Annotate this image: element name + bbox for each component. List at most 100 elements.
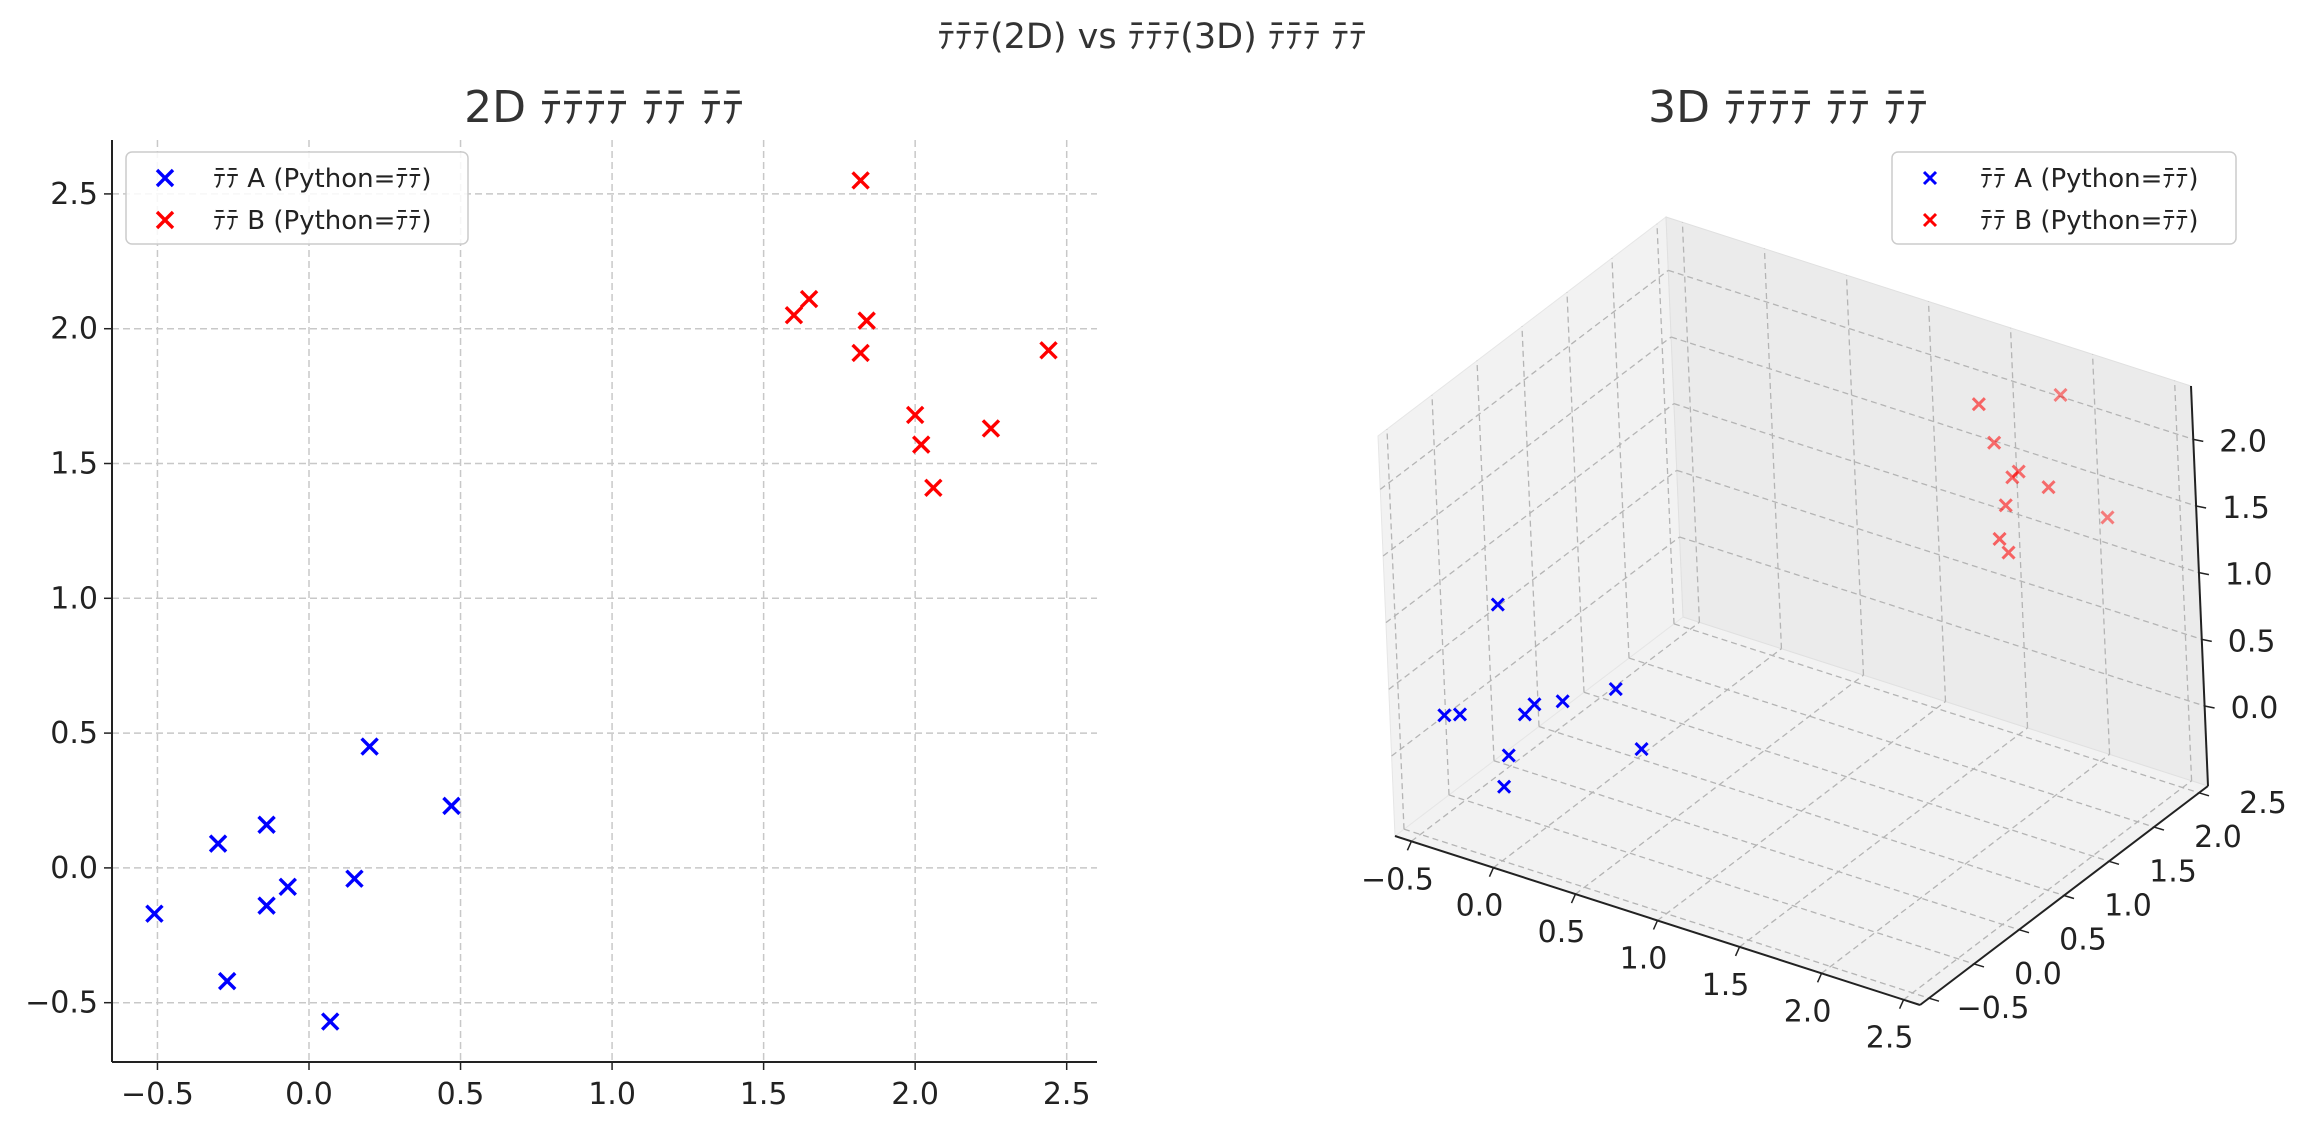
scatter-2d-point-s0-2-stroke-b: [217, 971, 237, 991]
x-tick-label-4: 1.5: [1702, 968, 1750, 1003]
scatter-2d-point-s1-6-stroke-b: [912, 435, 931, 454]
scatter-3d-point-s1-2: [2053, 387, 2068, 402]
scatter-3d-point-s1-9-stroke-b: [2100, 510, 2115, 525]
y-tick-mark-1: [1973, 963, 1985, 968]
x-tick-label-4: 1.5: [740, 1077, 788, 1112]
scatter-2d-point-s0-5-stroke-b: [278, 877, 297, 896]
scatter-2d-points: [145, 171, 1058, 1031]
x-tick-label-0: −0.5: [1361, 862, 1434, 897]
scatter-2d-point-s1-9: [1039, 341, 1058, 360]
z-tick-mark-2: [2198, 571, 2210, 576]
z-tick-mark-3: [2195, 505, 2207, 509]
back-grid-x-4: [2009, 327, 2029, 728]
back-grid-x-6: [2173, 380, 2193, 781]
y-tick-mark-4: [2108, 860, 2120, 865]
x-tick-label-1: 0.0: [1456, 889, 1504, 924]
scatter-2d-point-s1-1: [799, 289, 819, 309]
scatter-3d-point-s0-0-stroke-b: [1437, 708, 1452, 723]
legend-marker-a: [155, 168, 175, 188]
y-tick-mark-0: [1928, 997, 1940, 1002]
scatter-3d-point-s0-1: [1490, 597, 1505, 612]
scatter-3d-point-s0-2: [1452, 707, 1468, 722]
floor-grid-y-3: [1538, 725, 2065, 897]
back-grid-z-0: [1679, 536, 2205, 707]
scatter-3d-point-s1-5: [2005, 470, 2020, 485]
y-tick-label-6: 2.5: [2239, 786, 2287, 821]
left-grid-z-3: [1382, 336, 1672, 557]
scatter-3d-grid: [1379, 222, 2205, 1001]
z-tick-label-3: 1.5: [2222, 491, 2270, 526]
scatter-3d-point-s1-7: [1992, 531, 2007, 546]
back-grid-x-1: [1763, 248, 1783, 649]
scatter-3d-axes: −0.50.00.51.01.52.02.5−0.50.00.51.01.52.…: [1361, 385, 2287, 1056]
scatter-2d-ticks: −0.5 0.0 0.5 1.0 1.5 2.0 2.5 −0.5 0.0 0.5 1.0 1.5 2.…: [25, 140, 1097, 1112]
x-tick-label-6: 2.5: [1043, 1077, 1091, 1112]
legend-marker-a-stroke-b: [1922, 170, 1938, 186]
legend-marker-group-a: [1922, 170, 1938, 186]
legend-marker-a: [1922, 170, 1938, 186]
scatter-2d-point-s1-7: [924, 478, 943, 497]
y-tick-label-0: −0.5: [1957, 991, 2030, 1026]
scatter-3d-point-s0-4-stroke-b: [1501, 748, 1516, 763]
x-tick-mark-5: [1816, 973, 1823, 983]
left-grid-y-5: [1611, 258, 1630, 659]
scatter-3d-point-s0-4: [1501, 748, 1516, 763]
floor-grid-x-5: [1821, 753, 2110, 974]
y-tick-label-3: 1.0: [50, 581, 98, 616]
scatter-2d-point-s1-3: [851, 343, 870, 363]
figure-suptitle: ﾃﾃﾃ(2D) vs ﾃﾃﾃ(3D) ﾃﾃﾃ ﾃﾃ: [937, 17, 1366, 57]
scatter-3d-points: [1437, 387, 2115, 794]
scatter-3d-point-s1-2-stroke-a: [2053, 387, 2068, 402]
y-tick-label-5: 2.0: [50, 312, 98, 347]
scatter-3d-point-s1-6: [2001, 545, 2016, 560]
floor-grid-y-4: [1583, 691, 2110, 862]
legend-label-group-a: ﾃﾃ A (Python=ﾃﾃ): [1980, 164, 2199, 194]
scatter-2d-point-s0-0: [145, 904, 164, 923]
scatter-2d-point-s0-8: [360, 737, 379, 756]
scatter-2d-point-s1-4: [857, 311, 876, 330]
scatter-2d-legend: ﾃﾃ A (Python=ﾃﾃ) ﾃﾃ B (Python=ﾃﾃ): [125, 151, 469, 245]
scatter-2d-point-s1-3-stroke-b: [851, 343, 870, 363]
z-tick-label-4: 2.0: [2219, 424, 2267, 459]
x-tick-label-2: 0.5: [1538, 915, 1586, 950]
legend-label-group-b: ﾃﾃ B (Python=ﾃﾃ): [213, 206, 432, 236]
legend-label-group-b: ﾃﾃ B (Python=ﾃﾃ): [1980, 206, 2199, 236]
back-grid-z-4: [1668, 269, 2194, 440]
scatter-2d-point-s1-2-stroke-b: [851, 171, 870, 190]
scatter-3d-point-s0-7-stroke-b: [1555, 694, 1570, 709]
y-tick-label-0: −0.5: [25, 986, 98, 1021]
scatter-2d-point-s0-7: [345, 869, 364, 888]
scatter-2d-point-s0-9-stroke-b: [442, 796, 461, 816]
scatter-2d-point-s0-6-stroke-b: [321, 1012, 340, 1031]
floor-grid-y-6: [1673, 623, 2200, 794]
back-grid-x-5: [2091, 354, 2111, 755]
scatter-2d-point-s0-3-stroke-b: [257, 815, 276, 834]
back-grid-x-0: [1681, 222, 1701, 623]
back-grid-z-1: [1676, 469, 2202, 640]
z-tick-mark-4: [2193, 438, 2204, 443]
x-tick-mark-3: [1652, 920, 1659, 930]
left-grid-z-4: [1379, 269, 1669, 490]
y-tick-label-6: 2.5: [50, 177, 98, 212]
x-tick-label-3: 1.0: [588, 1077, 636, 1112]
scatter-3d-point-s0-8-stroke-b: [1608, 681, 1623, 697]
scatter-2d-point-s1-0: [784, 306, 804, 325]
legend-frame: [1891, 151, 2237, 245]
left-grid-z-1: [1388, 469, 1678, 690]
legend-marker-group-b: [155, 210, 175, 230]
scatter-3d-point-s1-9: [2100, 510, 2115, 525]
scatter-2d-point-s1-8: [981, 419, 1001, 438]
scatter-2d-point-s1-0-stroke-b: [784, 306, 804, 325]
legend-marker-group-a: [155, 168, 175, 188]
y-tick-label-2: 0.5: [2059, 923, 2107, 958]
x-tick-label-5: 2.0: [1784, 994, 1832, 1029]
scatter-2d-point-s1-8-stroke-b: [981, 419, 1001, 438]
legend-marker-b-stroke-b: [155, 210, 175, 230]
scatter-3d-point-s0-9-stroke-b: [1634, 741, 1649, 757]
legend-marker-group-b: [1922, 212, 1938, 228]
scatter-3d-point-s0-6: [1497, 779, 1512, 794]
left-grid-y-0: [1386, 429, 1405, 830]
scatter-3d-point-s0-5-stroke-b: [1517, 707, 1532, 722]
scatter-3d-point-s0-5: [1517, 707, 1532, 722]
